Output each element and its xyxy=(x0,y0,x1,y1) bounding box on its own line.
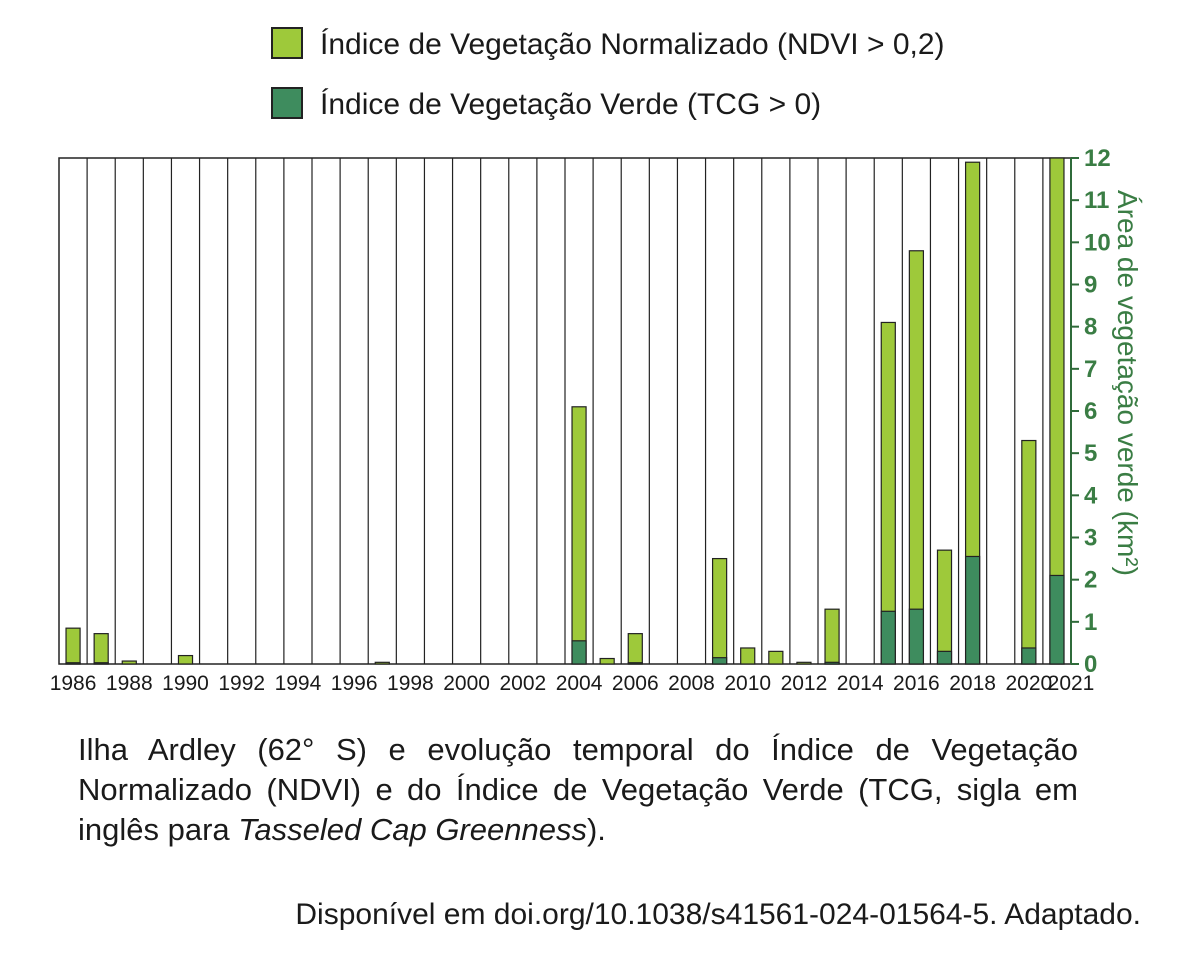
bar-tcg-2021 xyxy=(1049,574,1065,665)
x-tick-label: 2010 xyxy=(724,672,771,695)
x-tick-label: 1986 xyxy=(50,672,97,695)
x-tick-label: 2006 xyxy=(612,672,659,695)
caption-end: ). xyxy=(586,812,606,847)
bar-tcg-2017 xyxy=(936,650,953,665)
y-tick-label: 2 xyxy=(1084,567,1097,594)
y-tick-label: 11 xyxy=(1084,187,1109,214)
x-tick-label: 2012 xyxy=(781,672,828,695)
bar-ndvi-1988 xyxy=(121,660,137,665)
y-tick-label: 3 xyxy=(1084,525,1097,552)
x-tick-label: 2021 xyxy=(1048,672,1095,695)
legend-tcg-swatch xyxy=(271,87,303,119)
bar-ndvi-2004 xyxy=(571,406,587,665)
x-tick-label: 2000 xyxy=(443,672,490,695)
figure-caption: Ilha Ardley (62° S) e evolução temporal … xyxy=(78,730,1078,850)
x-tick-label: 2008 xyxy=(668,672,715,695)
bar-ndvi-2010 xyxy=(740,647,756,665)
bar-tcg-2020 xyxy=(1021,647,1037,665)
bar-tcg-2015 xyxy=(880,610,896,665)
x-tick-label: 1988 xyxy=(106,672,153,695)
x-tick-label: 2020 xyxy=(1005,672,1052,695)
bar-tcg-2018 xyxy=(964,555,981,665)
bar-ndvi-1986 xyxy=(65,627,81,665)
bar-ndvi-1990 xyxy=(177,654,194,665)
y-tick-label: 8 xyxy=(1084,314,1097,341)
x-tick-label: 2016 xyxy=(893,672,940,695)
y-tick-label: 4 xyxy=(1084,482,1098,509)
source-citation: Disponível em doi.org/10.1038/s41561-024… xyxy=(295,898,1141,931)
bar-ndvi-1997 xyxy=(374,661,390,665)
bar-tcg-1986 xyxy=(65,662,81,665)
bar-ndvi-2011 xyxy=(768,650,784,665)
bar-ndvi-2009 xyxy=(711,557,728,665)
y-tick-label: 6 xyxy=(1084,398,1097,425)
x-tick-label: 2014 xyxy=(837,672,884,695)
caption-text: Ilha Ardley (62° S) e evolução temporal … xyxy=(78,732,1078,847)
x-tick-label: 1994 xyxy=(275,672,322,695)
y-axis-label: Área de vegetação verde (km²) xyxy=(1112,190,1143,576)
bar-ndvi-2006 xyxy=(627,633,643,665)
x-tick-label: 1998 xyxy=(387,672,434,695)
x-tick-label: 1990 xyxy=(162,672,209,695)
caption-italic-term: Tasseled Cap Greenness xyxy=(238,812,587,847)
x-tick-label: 2018 xyxy=(949,672,996,695)
bar-tcg-2004 xyxy=(571,640,587,665)
y-tick-label: 0 xyxy=(1084,651,1097,678)
bar-tcg-2009 xyxy=(711,657,728,665)
x-tick-label: 2004 xyxy=(556,672,603,695)
bar-ndvi-2013 xyxy=(824,608,840,665)
y-tick-label: 1 xyxy=(1084,609,1097,636)
bar-tcg-2006 xyxy=(627,662,643,665)
legend-ndvi-label: Índice de Vegetação Normalizado (NDVI > … xyxy=(320,28,945,61)
y-tick-label: 10 xyxy=(1084,229,1111,256)
legend-ndvi-swatch xyxy=(271,27,303,59)
y-tick-label: 12 xyxy=(1084,145,1111,172)
bar-ndvi-1987 xyxy=(93,633,109,665)
bar-tcg-1987 xyxy=(93,662,109,665)
bar-tcg-2016 xyxy=(908,608,925,665)
bar-ndvi-2005 xyxy=(599,657,615,665)
y-tick-label: 7 xyxy=(1084,356,1097,383)
bar-tcg-2013 xyxy=(824,661,840,665)
y-tick-label: 5 xyxy=(1084,440,1097,467)
legend: Índice de Vegetação Normalizado (NDVI > … xyxy=(271,27,945,121)
bar-ndvi-2020 xyxy=(1021,439,1037,665)
x-tick-label: 1992 xyxy=(218,672,265,695)
x-tick-label: 2002 xyxy=(499,672,546,695)
legend-tcg-label: Índice de Vegetação Verde (TCG > 0) xyxy=(320,88,821,121)
y-tick-label: 9 xyxy=(1084,272,1097,299)
vegetation-chart: Índice de Vegetação Normalizado (NDVI > … xyxy=(50,27,1143,695)
bar-ndvi-2012 xyxy=(796,661,812,665)
bar-ndvi-2016 xyxy=(908,250,925,665)
bar-ndvi-2017 xyxy=(936,549,953,665)
x-tick-label: 1996 xyxy=(331,672,378,695)
